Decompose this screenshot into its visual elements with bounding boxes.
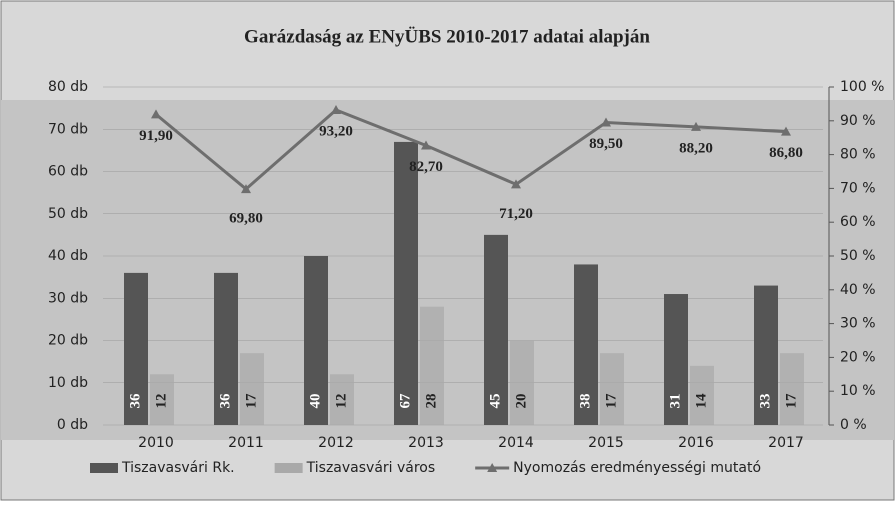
bar [600,353,624,425]
bar-value-label: 12 [153,394,169,409]
line-value-label: 71,20 [499,206,533,222]
line-value-label: 91,90 [139,128,173,144]
y2-tick-label: 30 % [840,316,876,332]
chart: Garázdaság az ENyÜBS 2010-2017 adatai al… [0,0,895,501]
y-tick-label: 50 db [48,206,88,222]
y-tick-label: 30 db [48,290,88,306]
legend-swatch [90,463,118,473]
line-value-label: 93,20 [319,123,353,139]
line-value-label: 88,20 [679,140,713,156]
x-tick-label: 2017 [768,435,804,451]
y-tick-label: 70 db [48,121,88,137]
chart-title: Garázdaság az ENyÜBS 2010-2017 adatai al… [244,26,650,47]
bar-value-label: 12 [333,394,349,409]
bar-value-label: 36 [127,393,143,409]
y-tick-label: 20 db [48,333,88,349]
y2-tick-label: 10 % [840,383,876,399]
legend-label: Tiszavasvári Rk. [121,460,235,476]
bar [780,353,804,425]
bar-value-label: 67 [397,393,413,409]
line-value-label: 82,70 [409,159,443,175]
bar-value-label: 31 [667,394,683,409]
bar [394,142,418,425]
bar-value-label: 40 [307,394,323,409]
x-tick-label: 2012 [318,435,354,451]
bar-value-label: 45 [487,394,503,409]
y2-tick-label: 100 % [840,79,884,95]
y2-tick-label: 60 % [840,214,876,230]
y2-tick-label: 40 % [840,282,876,298]
bar-value-label: 33 [757,394,773,409]
y2-tick-label: 0 % [840,417,867,433]
y2-tick-label: 80 % [840,147,876,163]
y-tick-label: 0 db [57,417,88,433]
legend-label: Tiszavasvári város [306,460,436,476]
y2-tick-label: 90 % [840,113,876,129]
legend-label: Nyomozás eredményességi mutató [513,460,761,476]
line-value-label: 69,80 [229,211,263,227]
bar-value-label: 14 [693,393,709,409]
line-value-label: 86,80 [769,145,803,161]
x-tick-label: 2016 [678,435,714,451]
y2-tick-label: 70 % [840,180,876,196]
y-tick-label: 10 db [48,375,88,391]
x-tick-label: 2014 [498,435,534,451]
bar-value-label: 17 [243,393,259,409]
x-tick-label: 2015 [588,435,624,451]
bar-value-label: 17 [783,393,799,409]
bar-value-label: 17 [603,393,619,409]
x-tick-label: 2013 [408,435,444,451]
y2-tick-label: 20 % [840,349,876,365]
bar [240,353,264,425]
y2-tick-label: 50 % [840,248,876,264]
bar-value-label: 28 [423,394,439,409]
y-tick-label: 80 db [48,79,88,95]
y-tick-label: 40 db [48,248,88,264]
x-tick-label: 2010 [138,435,174,451]
bar-value-label: 38 [577,394,593,409]
x-tick-label: 2011 [228,435,264,451]
y-tick-label: 60 db [48,164,88,180]
bar-value-label: 36 [217,393,233,409]
legend-swatch [275,463,303,473]
line-value-label: 89,50 [589,136,623,152]
bar [510,341,534,426]
bar-value-label: 20 [513,394,529,409]
